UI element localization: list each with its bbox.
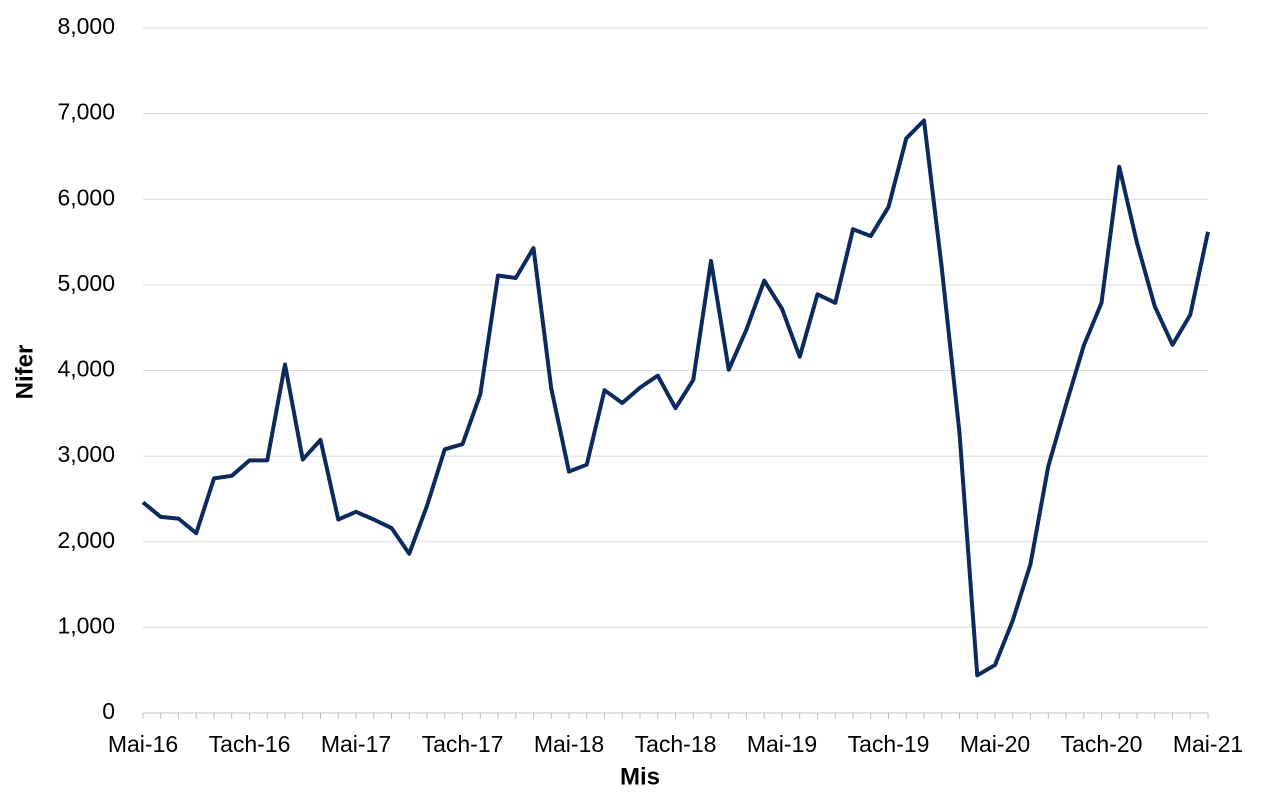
line-series [141,118,1210,678]
x-tick-label: Mai-19 [747,731,817,757]
y-tick-label: 8,000 [57,13,115,39]
y-tick-label: 2,000 [57,527,115,553]
y-tick-label: 6,000 [57,184,115,210]
y-tick-label: 3,000 [57,441,115,467]
x-tick-label: Mai-18 [534,731,604,757]
x-tick-label: Tach-17 [422,731,504,757]
x-tick-label: Mai-16 [108,731,178,757]
y-tick-label: 0 [102,698,115,724]
x-tick-label: Mai-20 [960,731,1030,757]
y-tick-label: 7,000 [57,99,115,125]
y-tick-label: 1,000 [57,612,115,638]
x-tick-label: Tach-18 [635,731,717,757]
x-tick-label: Tach-20 [1061,731,1143,757]
x-tick-label: Mai-21 [1173,731,1243,757]
y-tick-label: 4,000 [57,356,115,382]
y-tick-label: 5,000 [57,270,115,296]
x-axis-title: Mis [620,763,660,790]
x-tick-label: Mai-17 [321,731,391,757]
y-axis-title: Nifer [11,345,38,400]
x-tick-label: Tach-19 [848,731,930,757]
x-tick-label: Tach-16 [209,731,291,757]
